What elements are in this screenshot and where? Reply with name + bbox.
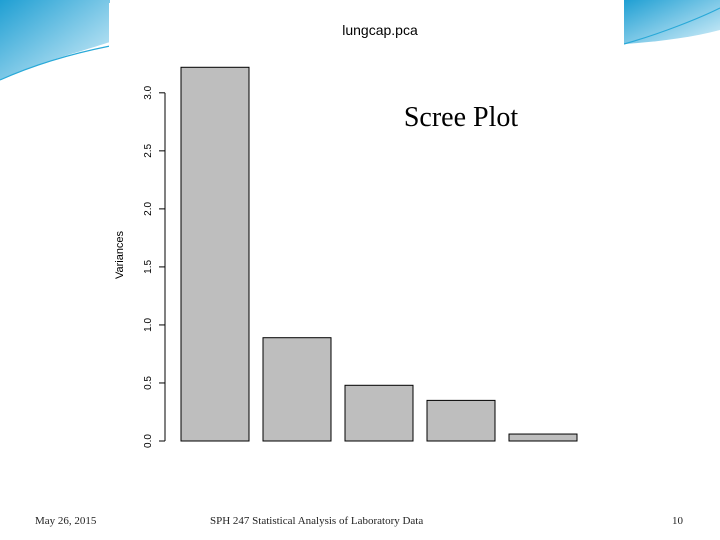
footer-date: May 26, 2015	[35, 515, 97, 527]
y-tick-label: 3.0	[143, 85, 154, 99]
y-tick-label: 2.5	[143, 143, 154, 157]
left-swoosh	[0, 0, 110, 80]
y-tick-label: 0.0	[143, 434, 154, 448]
bar-component-1	[180, 66, 250, 442]
bars	[180, 66, 578, 442]
footer-course: SPH 247 Statistical Analysis of Laborato…	[210, 515, 424, 527]
y-tick-label: 1.0	[143, 318, 154, 332]
bar-component-3	[344, 384, 414, 442]
left-swoosh-line	[0, 45, 111, 81]
scree-plot: lungcap.pca Scree Plot Variances 0.0 0.5 1…	[114, 22, 578, 448]
right-swoosh-line	[623, 7, 720, 45]
bar-component-2	[262, 337, 332, 442]
footer-page-number: 10	[672, 515, 683, 527]
right-swoosh	[624, 0, 720, 44]
y-ticks: 0.0 0.5 1.0 1.5 2.0 2.5 3.0	[143, 85, 165, 448]
bar-component-4	[426, 399, 496, 442]
bar-component-5	[508, 433, 578, 442]
chart-panel: lungcap.pca Scree Plot Variances 0.0 0.5 1…	[109, 3, 624, 515]
y-tick-label: 2.0	[143, 201, 154, 215]
chart-annotation: Scree Plot	[404, 102, 519, 133]
y-axis-label: Variances	[114, 230, 126, 279]
chart-title: lungcap.pca	[342, 22, 418, 38]
y-tick-label: 1.5	[143, 260, 154, 274]
y-tick-label: 0.5	[143, 376, 154, 390]
